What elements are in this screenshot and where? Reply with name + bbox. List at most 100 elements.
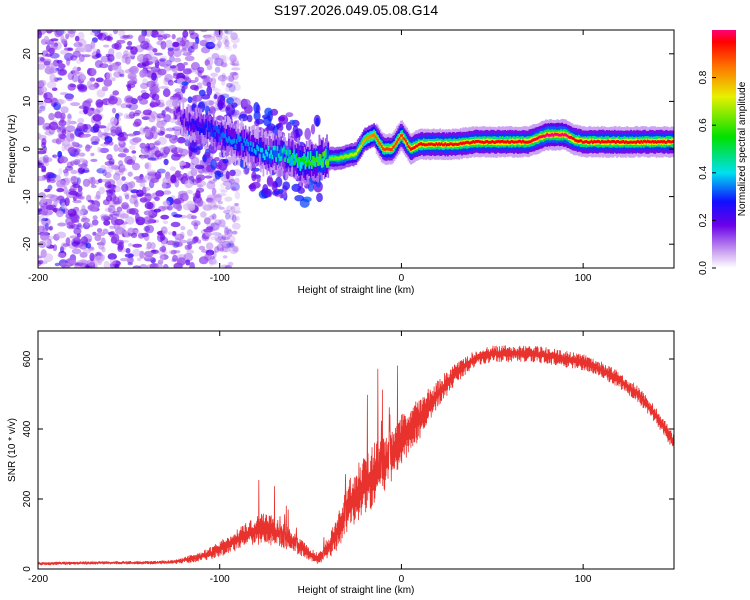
spectrogram-noise-blob (219, 247, 224, 253)
spectrogram-ridge-cell (663, 139, 665, 143)
spectrogram-noise-blob (217, 40, 222, 48)
spectrogram-noise-blob (41, 169, 46, 173)
spectrogram-noise-blob (81, 216, 88, 221)
spectrogram-noise-blob (104, 207, 113, 212)
spectrogram-ridge-cell (382, 147, 384, 151)
spectrogram-ridge-cell (477, 139, 480, 143)
spectrogram-noise-blob (231, 60, 240, 66)
spectrogram-noise-blob (214, 30, 220, 36)
spectrogram-noise-blob (141, 232, 149, 238)
x-tick-label: 100 (575, 574, 592, 585)
spectrogram-noise-blob (84, 99, 93, 104)
spectrogram-ridge-cell (552, 134, 555, 137)
spectrogram-blob (241, 99, 251, 107)
spectrogram-noise-blob (64, 197, 70, 207)
spectrogram-noise-blob (46, 81, 57, 89)
spectrogram-noise-blob (64, 93, 74, 100)
spectrogram-ridge-cell (621, 140, 623, 144)
x-tick-label: -100 (210, 273, 230, 284)
spectrogram-noise-blob (195, 190, 201, 199)
spectrogram-noise-blob (111, 77, 116, 82)
spectrogram-noise-blob (161, 110, 166, 116)
spectrogram-noise-blob (145, 173, 156, 179)
spectrogram-ridge-cell (254, 146, 257, 164)
spectrogram-noise-blob (174, 88, 183, 93)
spectrogram-ridge-cell (544, 134, 547, 138)
spectrogram-ridge-cell (347, 154, 350, 158)
spectrogram-ridge-cell (323, 155, 326, 172)
spectrogram-ridge-cell (436, 143, 439, 147)
spectrogram-ridge-cell (558, 133, 561, 137)
spectrogram-ridge-cell (181, 115, 183, 125)
spectrogram-noise-blob (212, 205, 219, 210)
spectrogram-blob (266, 177, 274, 187)
spectrogram-noise-blob (186, 229, 193, 237)
spectrogram-noise-blob (206, 197, 214, 203)
spectrogram-ridge-cell (630, 140, 632, 144)
spectrogram-ridge-cell (595, 140, 598, 144)
spectrogram-noise-blob (56, 180, 66, 188)
spectrogram-noise-blob (158, 136, 167, 145)
spectrogram-noise-blob (212, 87, 219, 91)
spectrogram-noise-blob (179, 148, 189, 156)
spectrogram-noise-blob (70, 102, 81, 107)
spectrogram-noise-blob (161, 181, 167, 189)
spectrogram-ridge-cell (293, 149, 295, 159)
spectrogram-ridge-cell (576, 139, 579, 143)
spectrogram-noise-blob (139, 197, 148, 203)
spectrogram-noise-blob (58, 167, 63, 175)
spectrogram-ridge-cell (496, 140, 499, 144)
spectrogram-noise-blob (139, 142, 147, 149)
spectrogram-ridge-cell (407, 144, 410, 148)
spectrogram-noise-blob (165, 127, 176, 132)
spectrogram-noise-blob (73, 227, 82, 235)
spectrogram-ridge-cell (370, 134, 373, 137)
spectrogram-ridge-cell (478, 140, 481, 144)
spectrogram-ridge-cell (290, 155, 293, 160)
spectrogram-noise-blob (147, 69, 152, 79)
spectrogram-noise-blob (208, 100, 214, 107)
spectrogram-blob (294, 195, 305, 202)
spectrogram-ridge-cell (248, 146, 251, 152)
spectrogram-noise-blob (90, 184, 97, 189)
spectrogram-x-label: Height of straight line (km) (298, 285, 415, 296)
colorbar-ticks: 0.0 0.2 0.4 0.6 0.8 (698, 70, 716, 275)
spectrogram-noise-blob (99, 147, 109, 154)
spectrogram-noise-blob (184, 180, 194, 189)
spectrogram-noise-blob (76, 148, 82, 152)
spectrogram-noise-blob (67, 113, 72, 122)
spectrogram-noise-blob (144, 201, 154, 210)
spectrogram-noise-blob (129, 138, 139, 146)
spectrogram-noise-blob (114, 171, 124, 176)
spectrogram-noise-blob (68, 190, 79, 196)
spectrogram-noise-blob (99, 63, 109, 69)
spectrogram-ridge-cell (183, 113, 186, 118)
spectrogram-ridge-cell (271, 154, 274, 160)
spectrogram-noise-blob (154, 171, 162, 180)
spectrogram-ridge-cell (368, 136, 370, 140)
spectrogram-noise-blob (130, 232, 138, 239)
spectrogram-ridge-cell (447, 143, 449, 146)
spectrogram-noise-blob (70, 55, 78, 61)
spectrogram-noise-blob (190, 167, 198, 177)
spectrogram-ridge-cell (243, 143, 246, 153)
spectrogram-noise-blob (48, 112, 55, 121)
spectrogram-noise-blob (79, 45, 87, 53)
spectrogram-noise-blob (102, 199, 110, 206)
spectrogram-noise-blob (106, 72, 113, 81)
spectrogram-ridge-cell (318, 153, 321, 159)
spectrogram-ridge-cell (337, 157, 340, 160)
snr-y-label: SNR (10 * v/v) (7, 418, 18, 482)
spectrogram-noise-blob (231, 230, 238, 235)
spectrogram-noise-blob (219, 187, 226, 192)
spectrogram-noise-blob (165, 59, 172, 67)
spectrogram-noise-blob (220, 183, 226, 188)
spectrogram-ridge-cell (295, 154, 298, 160)
spectrogram-ridge-cell (655, 141, 658, 144)
spectrogram-noise-blob (169, 166, 176, 171)
spectrogram-ridge-cell (257, 146, 260, 152)
spectrogram-noise-blob (103, 44, 110, 48)
spectrogram-noise-blob (67, 72, 75, 81)
spectrogram-noise-blob (231, 245, 240, 253)
spectrogram-ridge-cell (405, 139, 407, 143)
